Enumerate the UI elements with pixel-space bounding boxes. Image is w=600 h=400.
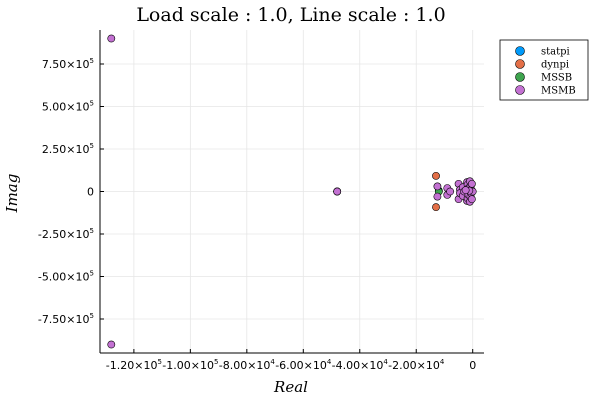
- legend-marker: [515, 59, 525, 69]
- x-tick-label: -2.00×104: [388, 358, 445, 372]
- data-point: [107, 34, 116, 43]
- data-point: [432, 171, 440, 180]
- data-point: [107, 340, 116, 349]
- chart-title: Load scale : 1.0, Line scale : 1.0: [136, 4, 445, 26]
- legend-label: dynpi: [541, 60, 569, 71]
- y-tick-label: 5.00×105: [42, 100, 94, 114]
- axes: [99, 30, 484, 354]
- x-axis-label: Real: [273, 378, 308, 396]
- data-points: [107, 34, 477, 349]
- legend-label: MSMB: [541, 86, 576, 97]
- legend-box: [499, 39, 589, 101]
- legend-marker: [515, 72, 525, 82]
- y-tick-label: 0: [87, 186, 94, 199]
- grid: [100, 30, 484, 353]
- x-tick-label: -1.00×105: [162, 358, 218, 372]
- legend: statpi dynpi MSSB MSMB: [499, 39, 589, 101]
- data-point: [467, 179, 476, 188]
- x-tick-label: -6.00×104: [275, 358, 332, 372]
- legend-label: MSSB: [541, 73, 572, 84]
- x-tick-label: -1.20×105: [106, 358, 162, 372]
- y-tick-label: -5.00×105: [38, 270, 94, 284]
- data-point: [446, 187, 455, 196]
- data-point: [432, 203, 440, 212]
- data-point: [433, 192, 442, 201]
- legend-marker: [515, 46, 525, 56]
- series-MSMB: [107, 34, 477, 349]
- legend-label: statpi: [541, 47, 570, 58]
- data-point: [333, 187, 342, 196]
- data-point: [467, 195, 476, 204]
- y-tick-label: 2.50×105: [42, 142, 94, 156]
- x-tick-label: 0: [469, 359, 476, 372]
- y-axis-label: Imag: [3, 174, 21, 214]
- data-point: [433, 182, 442, 191]
- data-point: [461, 186, 470, 195]
- x-tick-label: -8.00×104: [219, 358, 276, 372]
- x-tick-label: -4.00×104: [332, 358, 389, 372]
- y-tick-label: -2.50×105: [38, 227, 94, 241]
- y-tick-label: 7.50×105: [42, 57, 94, 71]
- legend-marker: [515, 85, 525, 95]
- tick-labels: -1.20×105 -1.00×105 -8.00×104 -6.00×104 -4.0…: [38, 57, 476, 372]
- y-tick-label: -7.50×105: [38, 312, 94, 326]
